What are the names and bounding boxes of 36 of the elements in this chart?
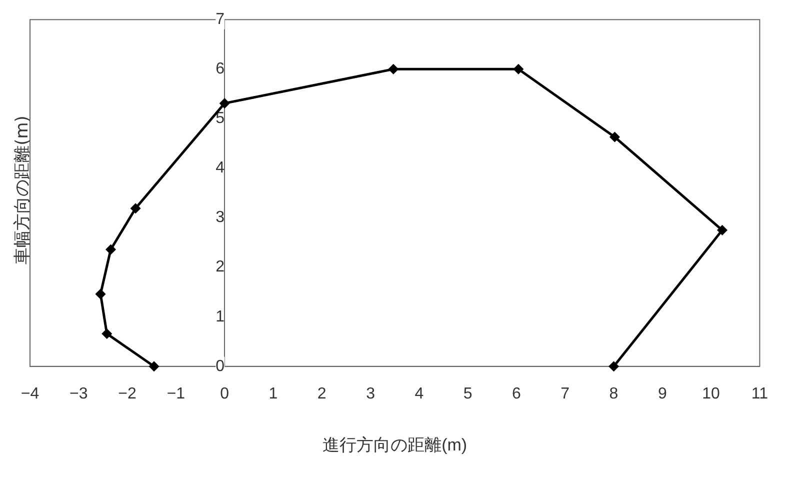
point: [149, 362, 159, 372]
x-tick-label: 6: [512, 385, 522, 402]
point: [388, 64, 398, 74]
x-tick-label: 3: [366, 385, 376, 402]
point: [610, 132, 620, 142]
y-tick-label: 3: [216, 209, 225, 226]
x-tick-label: 5: [463, 385, 472, 402]
point: [96, 289, 106, 299]
y-axis-title: 車幅方向の距離(m): [12, 116, 34, 264]
x-tick-label: −1: [166, 385, 186, 402]
point: [220, 98, 230, 108]
x-tick-label: 11: [751, 385, 768, 402]
y-tick-label: 4: [216, 160, 225, 177]
y-tick-label: 0: [216, 358, 225, 375]
x-tick-label: −4: [20, 385, 40, 402]
point: [609, 362, 619, 372]
x-tick-label: 9: [658, 385, 667, 402]
point: [514, 64, 524, 74]
y-tick-label: 1: [216, 308, 225, 326]
y-tick-label: 2: [216, 258, 225, 276]
x-tick-label: 4: [414, 385, 424, 402]
x-axis-title: 進行方向の距離(m): [322, 435, 468, 454]
y-tick-label: 6: [216, 60, 225, 78]
point: [717, 225, 727, 235]
point: [102, 328, 112, 338]
point: [106, 244, 116, 254]
y-tick-label: 7: [216, 11, 225, 28]
y-tick-label: 5: [216, 110, 225, 128]
x-tick-label: 7: [560, 385, 570, 402]
x-tick-label: −2: [118, 385, 137, 402]
x-tick-label: 1: [268, 385, 278, 402]
x-tick-label: −3: [70, 385, 88, 402]
point: [130, 204, 140, 214]
x-tick-label: 2: [317, 385, 326, 402]
x-tick-label: 8: [609, 385, 618, 402]
x-tick-label: 10: [702, 385, 720, 402]
